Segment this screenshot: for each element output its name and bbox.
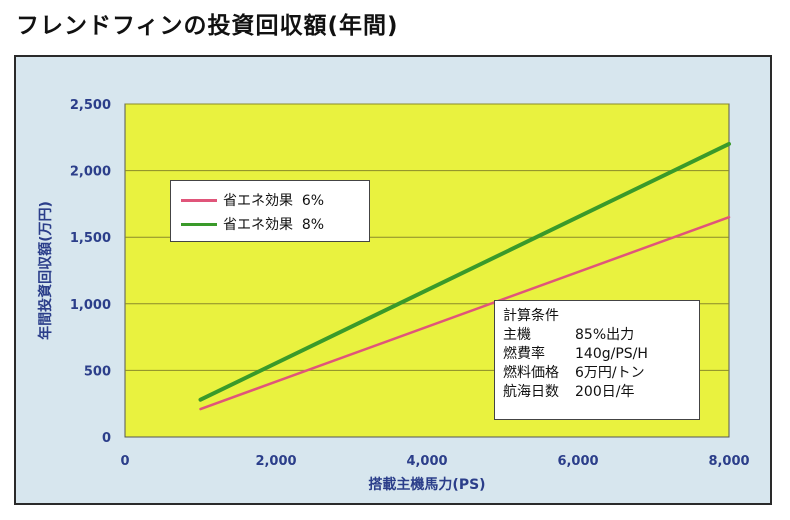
legend-label-8pct: 省エネ効果 8%	[223, 217, 325, 233]
legend-item-8pct: 省エネ効果 8%	[181, 214, 324, 234]
y-tick-label: 500	[84, 364, 111, 379]
x-axis-label: 搭載主機馬力(PS)	[368, 476, 485, 493]
x-tick-label: 6,000	[557, 454, 598, 469]
conditions-row-value: 200日/年	[575, 384, 635, 400]
x-tick-label: 8,000	[708, 454, 749, 469]
page-title: フレンドフィンの投資回収額(年間)	[16, 13, 399, 39]
legend-swatch-6pct	[181, 198, 217, 202]
conditions-row: 航海日数 200日/年	[503, 383, 691, 402]
y-tick-label: 2,000	[70, 165, 111, 180]
legend-swatch-8pct	[181, 222, 217, 226]
legend-label-6pct: 省エネ効果 6%	[223, 193, 325, 209]
y-axis-label: 年間投資回収額(万円)	[37, 201, 54, 340]
conditions-row: 主機 85%出力	[503, 326, 691, 345]
legend-item-6pct: 省エネ効果 6%	[181, 190, 324, 210]
y-tick-label: 1,000	[70, 298, 111, 313]
conditions-row-label: 燃費率	[503, 346, 545, 362]
series-line-6pct	[199, 215, 731, 411]
conditions-heading: 計算条件	[503, 308, 559, 324]
conditions-row-label: 主機	[503, 327, 531, 343]
conditions-row: 燃料価格 6万円/トン	[503, 364, 691, 383]
x-tick-label: 4,000	[406, 454, 447, 469]
x-tick-label: 2,000	[255, 454, 296, 469]
conditions-row: 燃費率 140g/PS/H	[503, 345, 691, 364]
conditions-row-value: 85%出力	[575, 327, 635, 343]
conditions-row-label: 燃料価格	[503, 365, 559, 381]
y-tick-label: 2,500	[70, 98, 111, 113]
conditions-row-value: 140g/PS/H	[575, 346, 648, 362]
calculation-conditions-box: 計算条件 主機 85%出力 燃費率 140g/PS/H 燃料価格 6万円/トン …	[494, 300, 700, 420]
y-tick-label: 1,500	[70, 231, 111, 246]
legend: 省エネ効果 6% 省エネ効果 8%	[170, 180, 370, 242]
y-tick-label: 0	[102, 431, 111, 446]
x-tick-label: 0	[120, 454, 129, 469]
conditions-row-label: 航海日数	[503, 384, 559, 400]
conditions-row-value: 6万円/トン	[575, 365, 645, 381]
series-line-8pct	[198, 141, 731, 402]
